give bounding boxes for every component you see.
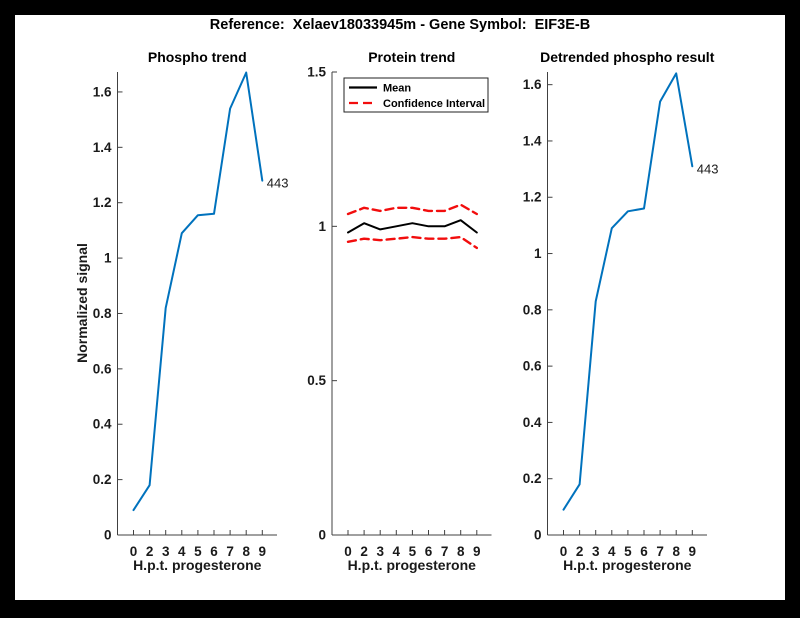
x-tick-label: 9 — [689, 544, 697, 559]
chart-title: Protein trend — [368, 49, 455, 65]
x-tick-label: 7 — [226, 544, 234, 559]
legend: Mean Confidence Interval — [343, 77, 489, 113]
x-tick-label: 5 — [409, 544, 417, 559]
detrended-phospho-chart: 00.20.40.60.811.21.41.60 2 3 4 5 6 7 8 9Detrende… — [523, 49, 719, 573]
y-tick-label: 1.4 — [523, 133, 542, 148]
x-tick-label: 5 — [194, 544, 202, 559]
y-axis-label: Normalized signal — [74, 243, 90, 363]
y-tick-label: 0.4 — [93, 417, 112, 432]
legend-box — [343, 77, 489, 113]
y-tick-label: 0.8 — [93, 306, 112, 321]
y-tick-label: 0.4 — [523, 415, 542, 430]
x-tick-label: 0 — [560, 544, 568, 559]
y-tick-label: 1 — [534, 246, 542, 261]
x-tick-label: 6 — [640, 544, 648, 559]
y-tick-label: 0.2 — [93, 472, 112, 487]
legend-entry-label: Mean — [383, 83, 411, 95]
chart-title: Detrended phospho result — [540, 49, 715, 65]
y-tick-label: 1.2 — [93, 195, 112, 210]
x-tick-label: 2 — [360, 544, 368, 559]
x-axis-label: H.p.t. progesterone — [133, 557, 262, 573]
legend-entry-label: Confidence Interval — [383, 98, 485, 110]
endpoint-label: 443 — [697, 161, 719, 176]
y-tick-label: 0 — [104, 528, 112, 543]
x-tick-label: 0 — [344, 544, 352, 559]
chart-title: Phospho trend — [148, 49, 247, 65]
x-tick-label: 5 — [624, 544, 632, 559]
x-axis-label: H.p.t. progesterone — [563, 557, 692, 573]
x-tick-label: 2 — [576, 544, 584, 559]
series-line-detrended-phospho-signal — [562, 72, 694, 511]
x-tick-label: 7 — [441, 544, 449, 559]
x-tick-label: 8 — [457, 544, 465, 559]
x-tick-label: 6 — [425, 544, 433, 559]
x-tick-label: 7 — [656, 544, 664, 559]
x-tick-label: 3 — [162, 544, 170, 559]
x-tick-label: 4 — [178, 544, 186, 559]
phospho-trend-chart: 00.20.40.60.811.21.41.60 2 3 4 5 6 7 8 9Phospho … — [74, 49, 289, 573]
series-line-mean — [347, 219, 478, 234]
y-tick-label: 0.2 — [523, 471, 542, 486]
x-tick-label: 4 — [608, 544, 616, 559]
y-tick-label: 1.5 — [307, 65, 326, 80]
y-tick-label: 1.4 — [93, 140, 112, 155]
y-tick-label: 0.6 — [93, 361, 112, 376]
endpoint-label: 443 — [267, 176, 289, 191]
figure-title: Reference: Xelaev18033945m - Gene Symbol… — [209, 17, 591, 33]
series-line-confidence-interval-lower — [346, 235, 478, 250]
y-tick-label: 1 — [104, 251, 112, 266]
x-tick-label: 0 — [130, 544, 138, 559]
y-tick-label: 1.2 — [523, 190, 542, 205]
x-axis-label: H.p.t. progesterone — [348, 557, 477, 573]
x-tick-label: 8 — [242, 544, 250, 559]
x-tick-label: 3 — [376, 544, 384, 559]
x-tick-label: 9 — [259, 544, 267, 559]
y-tick-label: 1.6 — [523, 77, 542, 92]
y-tick-label: 0.6 — [523, 359, 542, 374]
x-tick-label: 6 — [210, 544, 218, 559]
series-line-phospho-signal — [132, 71, 264, 512]
x-tick-label: 8 — [672, 544, 680, 559]
y-tick-label: 0 — [318, 528, 326, 543]
y-tick-label: 1 — [318, 219, 326, 234]
x-tick-label: 3 — [592, 544, 600, 559]
y-tick-label: 0.8 — [523, 302, 542, 317]
x-tick-label: 2 — [146, 544, 154, 559]
y-tick-label: 1.6 — [93, 84, 112, 99]
x-tick-label: 9 — [473, 544, 481, 559]
x-tick-label: 4 — [393, 544, 401, 559]
y-tick-label: 0 — [534, 528, 542, 543]
y-tick-label: 0.5 — [307, 373, 326, 388]
series-line-confidence-interval-upper — [346, 203, 478, 216]
